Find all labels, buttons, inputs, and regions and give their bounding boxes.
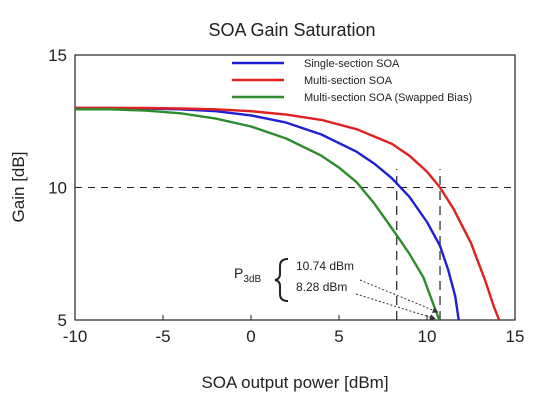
series-lines: [75, 106, 501, 321]
swapped-bias-line: [75, 108, 441, 321]
x-tick-label: -5: [155, 327, 170, 346]
legend-multi-section: Multi-section SOA: [232, 75, 393, 87]
x-tick-label: 15: [506, 327, 525, 346]
legend-label: Multi-section SOA: [304, 75, 393, 87]
legend-label: Multi-section SOA (Swapped Bias): [304, 92, 472, 104]
x-tick-label: 0: [246, 327, 255, 346]
x-tick-label: 5: [334, 327, 343, 346]
y-tick-label: 10: [48, 179, 67, 198]
y-tick-label: 15: [48, 46, 67, 65]
arrow-to-swapped-bias: [355, 293, 436, 321]
p3db-value-swapped: 8.28 dBm: [296, 280, 347, 294]
chart-title: SOA Gain Saturation: [208, 20, 375, 40]
y-tick-label: 5: [58, 311, 67, 330]
legend-swapped-bias: Multi-section SOA (Swapped Bias): [232, 92, 472, 104]
x-axis-ticks: -10 -5 0 5 10 15: [63, 315, 525, 346]
x-axis-label: SOA output power [dBm]: [201, 373, 388, 392]
single-section-line: [75, 106, 460, 321]
arrow-to-multi-section: [359, 279, 439, 313]
p3db-annotation: P3dB 10.74 dBm 8.28 dBm: [234, 258, 439, 321]
legend: Single-section SOA Multi-section SOA Multi…: [232, 58, 472, 104]
y-axis-label: Gain [dB]: [9, 152, 28, 223]
p3db-value-multi: 10.74 dBm: [296, 259, 354, 273]
x-tick-label: 10: [418, 327, 437, 346]
legend-label: Single-section SOA: [304, 58, 400, 70]
p3db-label: P3dB: [234, 265, 261, 285]
legend-single-section: Single-section SOA: [232, 58, 400, 70]
x-tick-label: -10: [63, 327, 88, 346]
reference-lines: [75, 168, 515, 320]
y-axis-ticks: 5 10 15: [48, 46, 80, 330]
multi-section-line: [75, 106, 501, 321]
p3db-brace: [274, 258, 289, 302]
